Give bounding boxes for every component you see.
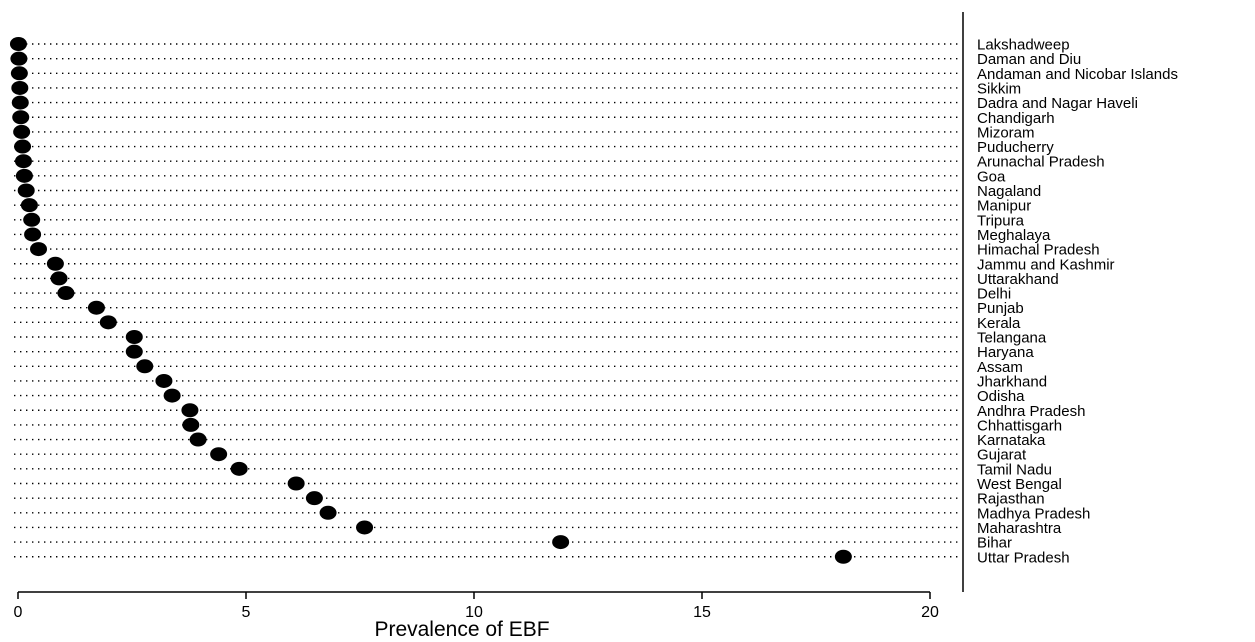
state-label: Uttar Pradesh (977, 549, 1070, 566)
data-point (24, 227, 42, 242)
state-label: Punjab (977, 300, 1024, 317)
state-label: Andhra Pradesh (977, 403, 1085, 420)
data-points (9, 37, 852, 564)
data-point (163, 388, 181, 403)
data-point (20, 198, 38, 213)
state-label: Karnataka (977, 432, 1046, 449)
state-label: Assam (977, 359, 1023, 376)
data-point (287, 476, 305, 491)
state-label: Goa (977, 168, 1006, 185)
data-point (10, 66, 28, 81)
data-point (182, 417, 200, 432)
state-label: Lakshadweep (977, 37, 1070, 54)
state-label: Delhi (977, 286, 1011, 303)
x-axis-ticks: 0 5 10 15 20 (14, 592, 939, 621)
x-tick-label: 20 (921, 604, 939, 621)
state-label: Bihar (977, 535, 1012, 552)
state-label: Tamil Nadu (977, 461, 1052, 478)
state-label: Haryana (977, 344, 1034, 361)
state-label: Uttarakhand (977, 271, 1059, 288)
data-point (14, 139, 32, 154)
data-point (181, 403, 199, 418)
data-point (552, 535, 570, 550)
state-label: Andaman and Nicobar Islands (977, 66, 1178, 83)
x-tick-label: 0 (14, 604, 23, 621)
state-label: Manipur (977, 198, 1031, 215)
data-point (23, 212, 41, 227)
data-point (15, 168, 33, 183)
data-point (11, 95, 29, 110)
state-label: Tripura (977, 212, 1025, 229)
data-point (136, 359, 154, 374)
data-point (87, 300, 105, 315)
data-point (155, 373, 173, 388)
x-tick-label: 5 (242, 604, 251, 621)
data-point (230, 461, 248, 476)
data-point (356, 520, 374, 535)
state-label: Odisha (977, 388, 1025, 405)
state-label: Dadra and Nagar Haveli (977, 95, 1138, 112)
data-point (834, 549, 852, 564)
guide-lines (14, 43, 959, 558)
state-label: Arunachal Pradesh (977, 154, 1105, 171)
state-label: Puducherry (977, 139, 1054, 156)
data-point (11, 80, 29, 95)
state-label: Mizoram (977, 124, 1035, 141)
data-point (125, 344, 143, 359)
state-label: Chandigarh (977, 110, 1055, 127)
data-point (9, 37, 27, 51)
data-point (125, 330, 143, 344)
x-axis-title: Prevalence of EBF (374, 618, 549, 641)
state-label: Daman and Diu (977, 51, 1081, 68)
state-label: Jammu and Kashmir (977, 256, 1115, 273)
state-label: Himachal Pradesh (977, 242, 1100, 259)
state-label: Jharkhand (977, 373, 1047, 390)
data-point (50, 271, 68, 286)
x-tick-label: 15 (693, 604, 711, 621)
x-tick-label: 10 (465, 604, 483, 621)
state-label: Gujarat (977, 447, 1027, 464)
data-point (57, 286, 75, 301)
data-point (14, 154, 32, 169)
state-label: Sikkim (977, 80, 1021, 97)
data-point (46, 256, 64, 271)
data-point (305, 491, 323, 506)
data-point (99, 315, 117, 330)
state-label: Meghalaya (977, 227, 1051, 244)
state-label: West Bengal (977, 476, 1062, 493)
state-label: Nagaland (977, 183, 1041, 200)
data-point (17, 183, 35, 198)
state-label: Madhya Pradesh (977, 505, 1090, 522)
data-point (12, 110, 30, 125)
state-label: Chhattisgarh (977, 417, 1062, 434)
data-point (189, 432, 207, 447)
data-point (10, 51, 28, 66)
data-point (30, 242, 48, 257)
data-point (319, 505, 337, 520)
state-label: Kerala (977, 315, 1021, 332)
data-point (13, 124, 31, 139)
state-label: Maharashtra (977, 520, 1062, 537)
data-point (210, 447, 228, 462)
state-label: Rajasthan (977, 491, 1045, 508)
state-label: Telangana (977, 330, 1047, 347)
